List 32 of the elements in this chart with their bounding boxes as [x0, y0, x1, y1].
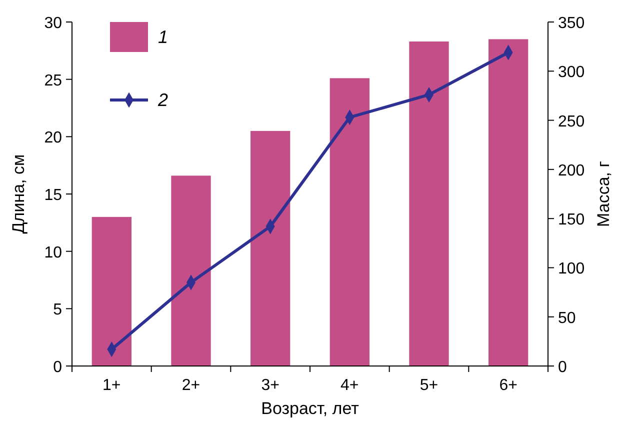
legend-label: 2: [157, 90, 168, 110]
x-tick-label: 5+: [420, 377, 438, 394]
y-tick-label: 30: [44, 15, 62, 32]
y-axis-title: Длина, см: [9, 154, 28, 234]
y2-tick-label: 300: [558, 64, 585, 82]
y-tick-label: 10: [44, 244, 62, 262]
y2-tick-label: 50: [558, 310, 576, 327]
bar: [409, 41, 449, 366]
y2-tick-label: 150: [558, 212, 585, 229]
y-tick-label: 15: [44, 187, 62, 204]
y2-axis-title: Масса, г: [594, 161, 613, 227]
y-tick-label: 5: [53, 302, 62, 319]
x-tick-label: 4+: [340, 377, 359, 394]
y2-tick-label: 100: [558, 260, 585, 278]
bar: [330, 78, 370, 366]
y2-tick-label: 250: [558, 113, 585, 130]
x-tick-label: 6+: [499, 377, 518, 394]
y-tick-label: 0: [53, 359, 62, 376]
y2-tick-label: 0: [558, 359, 567, 376]
y2-tick-label: 200: [558, 162, 585, 180]
x-axis-title: Возраст, лет: [261, 399, 360, 418]
bar: [488, 39, 528, 366]
x-tick-label: 1+: [102, 377, 121, 394]
bar: [92, 216, 132, 366]
x-tick-label: 2+: [182, 377, 200, 394]
y2-tick-label: 350: [558, 15, 585, 32]
y-tick-label: 20: [44, 130, 62, 147]
bar: [171, 176, 211, 366]
x-tick-label: 3+: [261, 377, 280, 394]
y-tick-label: 25: [44, 72, 62, 90]
legend-label: 1: [158, 27, 168, 47]
bar: [250, 130, 290, 366]
